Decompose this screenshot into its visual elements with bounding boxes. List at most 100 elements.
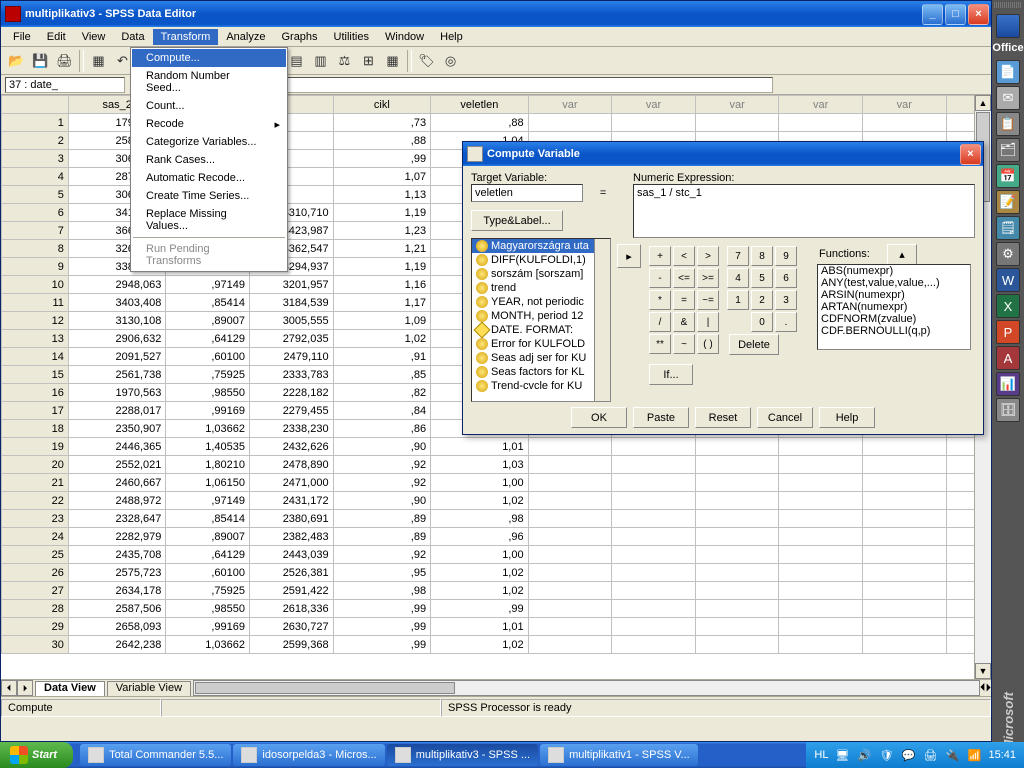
paste-button[interactable]: Paste (633, 407, 689, 428)
variable-item[interactable]: YEAR, not periodic (472, 295, 610, 309)
row-header[interactable]: 3 (2, 150, 69, 168)
cell[interactable]: 1,02 (431, 636, 529, 654)
keypad-button[interactable]: <= (673, 268, 695, 288)
cell[interactable]: 3184,539 (249, 294, 333, 312)
keypad-button[interactable]: 2 (751, 290, 773, 310)
row-header[interactable]: 10 (2, 276, 69, 294)
save-icon[interactable]: 💾 (29, 50, 52, 72)
cell[interactable] (779, 564, 863, 582)
shortcut-icon[interactable]: 📅 (996, 164, 1020, 188)
cell[interactable]: 3005,555 (249, 312, 333, 330)
keypad-button[interactable]: ~ (673, 334, 695, 354)
shortcut-icon[interactable]: 📝 (996, 190, 1020, 214)
menu-item[interactable]: Automatic Recode... (132, 169, 286, 187)
function-item[interactable]: ARSIN(numexpr) (818, 289, 970, 301)
cell[interactable]: 2431,172 (249, 492, 333, 510)
cell[interactable] (695, 564, 779, 582)
row-header[interactable]: 9 (2, 258, 69, 276)
column-header[interactable]: var (612, 96, 696, 114)
start-button[interactable]: Start (0, 742, 73, 768)
h-scroll-thumb[interactable] (195, 682, 455, 694)
cell[interactable]: 2471,000 (249, 474, 333, 492)
cell[interactable] (779, 618, 863, 636)
row-header[interactable]: 18 (2, 420, 69, 438)
cell[interactable]: 1,01 (431, 618, 529, 636)
cell[interactable] (695, 114, 779, 132)
cell[interactable]: ,98550 (166, 600, 250, 618)
cell[interactable] (862, 528, 946, 546)
cell[interactable]: 1,19 (333, 258, 431, 276)
keypad-button[interactable]: * (649, 290, 671, 310)
weight-icon[interactable]: ⊞ (357, 50, 380, 72)
cell[interactable] (528, 492, 612, 510)
varlist-scrollbar[interactable] (594, 239, 610, 401)
cell[interactable]: 2338,230 (249, 420, 333, 438)
cell[interactable]: ,73 (333, 114, 431, 132)
clock[interactable]: 15:41 (988, 749, 1016, 761)
cell[interactable] (528, 528, 612, 546)
cell[interactable]: 3130,108 (68, 312, 166, 330)
cell[interactable]: 2228,182 (249, 384, 333, 402)
function-item[interactable]: ABS(numexpr) (818, 265, 970, 277)
help-button[interactable]: Help (819, 407, 875, 428)
cell[interactable]: 2333,783 (249, 366, 333, 384)
keypad-button[interactable]: ( ) (697, 334, 719, 354)
cell[interactable]: ,60100 (166, 564, 250, 582)
cell[interactable]: 1,03 (431, 456, 529, 474)
row-header[interactable]: 24 (2, 528, 69, 546)
keypad-button[interactable]: . (775, 312, 797, 332)
cell[interactable] (862, 456, 946, 474)
maximize-button[interactable]: □ (945, 4, 966, 25)
cell[interactable]: ,75925 (166, 582, 250, 600)
shortcut-icon[interactable]: 📊 (996, 372, 1020, 396)
cell[interactable]: ,92 (333, 456, 431, 474)
cell[interactable] (612, 582, 696, 600)
column-header[interactable]: var (779, 96, 863, 114)
cell[interactable] (528, 564, 612, 582)
cell[interactable]: 2575,723 (68, 564, 166, 582)
row-header[interactable]: 12 (2, 312, 69, 330)
cell[interactable]: ,98550 (166, 384, 250, 402)
keypad-button[interactable]: < (673, 246, 695, 266)
cell[interactable] (528, 546, 612, 564)
reset-button[interactable]: Reset (695, 407, 751, 428)
row-header[interactable]: 8 (2, 240, 69, 258)
function-item[interactable]: CDF.BERNOULLI(q,p) (818, 325, 970, 337)
cell[interactable]: ,98 (333, 582, 431, 600)
menu-window[interactable]: Window (377, 29, 432, 45)
row-header[interactable]: 16 (2, 384, 69, 402)
cell[interactable]: ,85 (333, 366, 431, 384)
row-header[interactable]: 30 (2, 636, 69, 654)
cell[interactable]: 3201,957 (249, 276, 333, 294)
row-header[interactable]: 4 (2, 168, 69, 186)
cell[interactable]: 2446,365 (68, 438, 166, 456)
cell[interactable] (528, 582, 612, 600)
cell[interactable] (695, 474, 779, 492)
cell[interactable] (779, 492, 863, 510)
cell[interactable] (695, 510, 779, 528)
cell[interactable]: ,99169 (166, 402, 250, 420)
cell[interactable]: 2906,632 (68, 330, 166, 348)
scroll-right-arrow-icon[interactable]: ⏵ (986, 682, 992, 695)
keypad-button[interactable]: + (649, 246, 671, 266)
row-header[interactable]: 29 (2, 618, 69, 636)
menu-help[interactable]: Help (432, 29, 471, 45)
cell[interactable]: 2587,506 (68, 600, 166, 618)
cell[interactable]: ,64129 (166, 330, 250, 348)
menu-item[interactable]: Random Number Seed... (132, 67, 286, 97)
if-button[interactable]: If... (649, 364, 693, 385)
cell[interactable]: 2618,336 (249, 600, 333, 618)
move-to-expression-button[interactable]: ▸ (617, 244, 641, 268)
cell[interactable]: ,97149 (166, 492, 250, 510)
column-header[interactable]: var (695, 96, 779, 114)
variable-item[interactable]: Seas adj ser for KU (472, 351, 610, 365)
cell[interactable]: ,89007 (166, 312, 250, 330)
keypad-button[interactable]: / (649, 312, 671, 332)
tray-icon[interactable]: 🛡 (878, 747, 894, 763)
cell[interactable] (779, 114, 863, 132)
row-header[interactable]: 11 (2, 294, 69, 312)
keypad-button[interactable]: >= (697, 268, 719, 288)
cell[interactable] (612, 528, 696, 546)
cell[interactable] (528, 600, 612, 618)
cell[interactable]: 1,00 (431, 546, 529, 564)
